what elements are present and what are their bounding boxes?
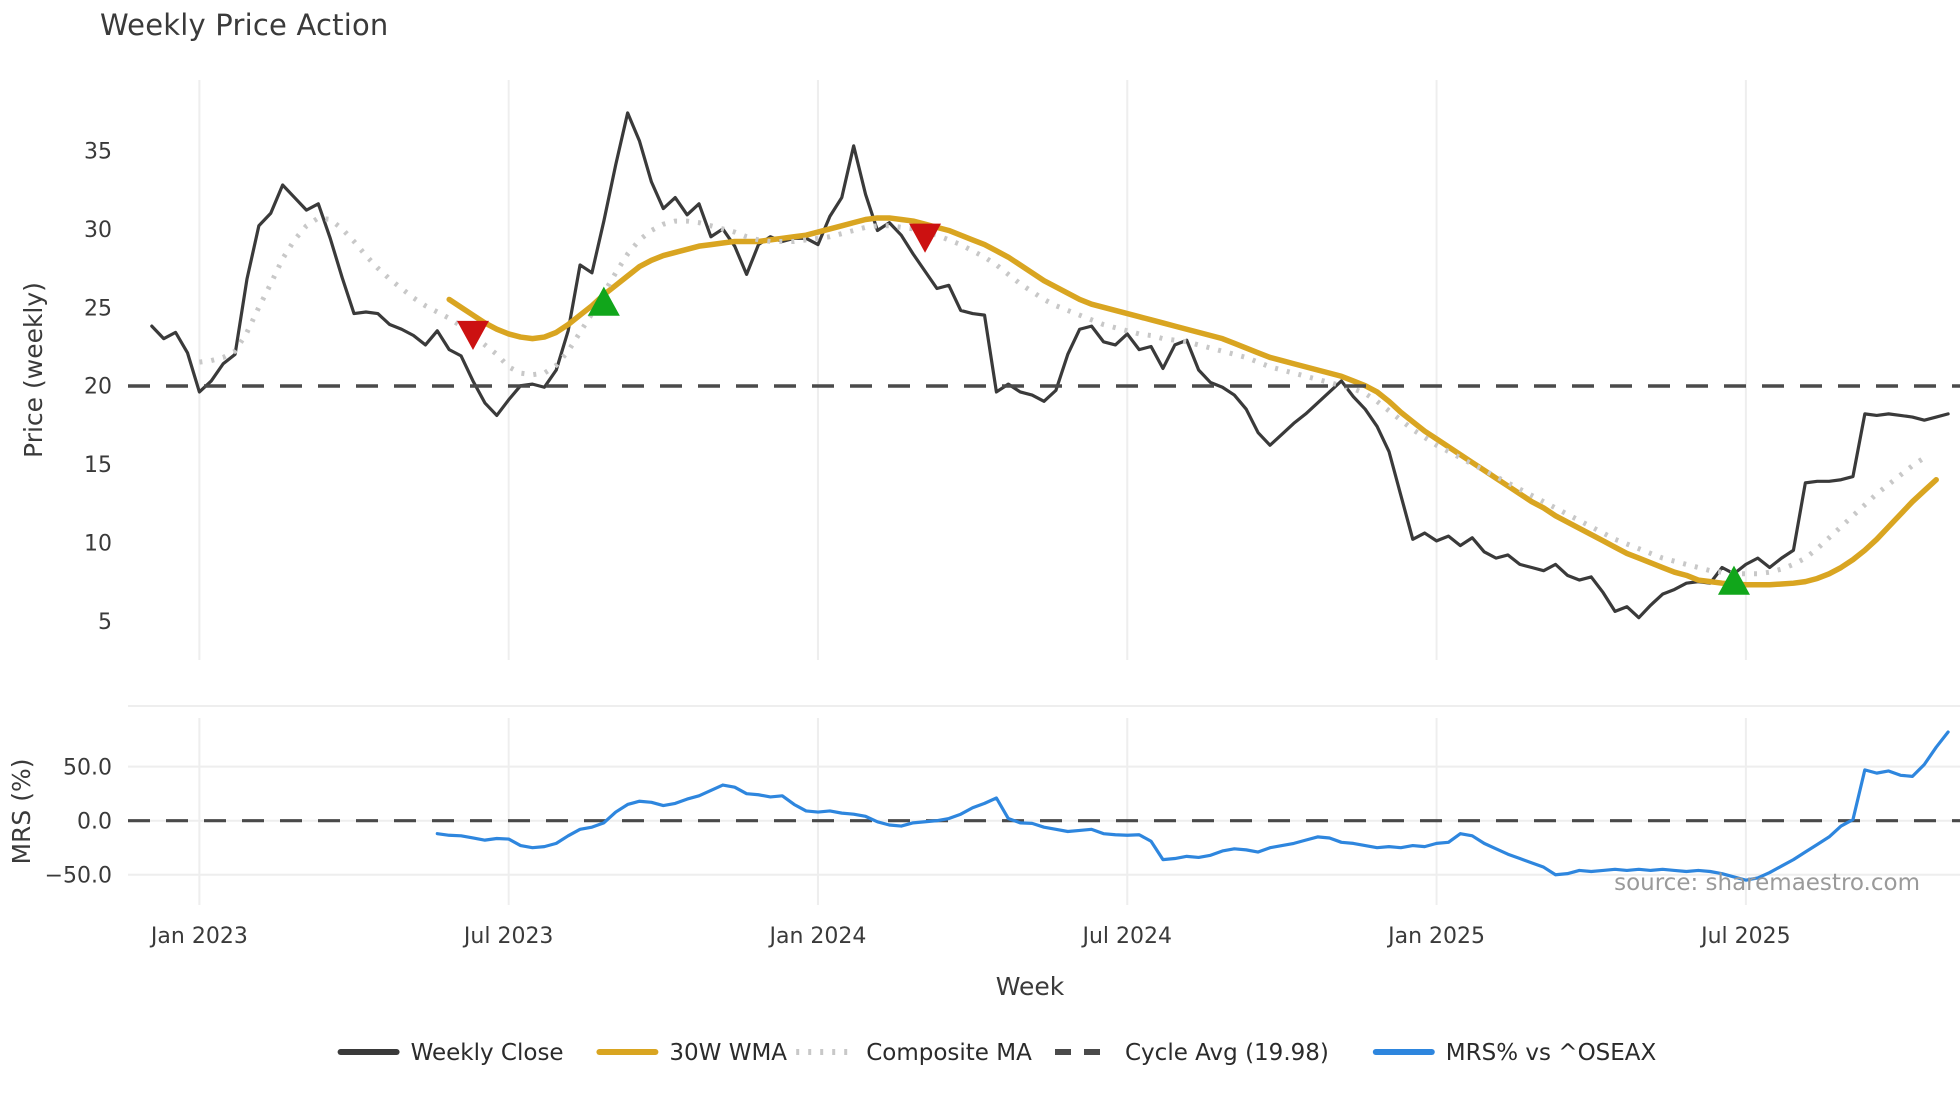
axis-layer: 35 30 25 20 15 10 5 50.0 0.0 −50.0 Jan 2023 Jul 202…	[7, 140, 1791, 1001]
x-tick-label: Jan 2025	[1386, 924, 1485, 949]
price-y-tick-label: 25	[84, 296, 112, 321]
series-line-weekly-close	[150, 111, 1950, 620]
buy-signal-marker	[587, 286, 620, 316]
mrs-y-tick-label: −50.0	[45, 864, 112, 889]
legend-label[interactable]: 30W WMA	[669, 1040, 787, 1066]
legend-label[interactable]: Weekly Close	[411, 1040, 564, 1066]
x-tick-label: Jan 2023	[149, 924, 248, 949]
price-y-tick-label: 5	[98, 610, 112, 635]
x-tick-label: Jul 2024	[1081, 924, 1173, 949]
price-y-tick-label: 20	[84, 375, 112, 400]
mrs-y-tick-label: 0.0	[77, 810, 112, 835]
sell-signal-marker	[909, 223, 942, 253]
mrs-axis-title: MRS (%)	[7, 758, 36, 864]
price-panel	[128, 111, 1960, 620]
mrs-panel	[128, 730, 1960, 882]
price-y-tick-label: 15	[84, 453, 112, 478]
source-watermark: source: sharemaestro.com	[1614, 870, 1920, 896]
legend-label[interactable]: MRS% vs ^OSEAX	[1446, 1040, 1657, 1066]
grid-layer	[128, 80, 1960, 905]
x-tick-label: Jul 2025	[1699, 924, 1791, 949]
price-y-tick-label: 35	[84, 140, 112, 165]
mrs-y-tick-label: 50.0	[63, 756, 112, 781]
chart-title: Weekly Price Action	[100, 8, 389, 42]
series-line-30w-wma	[446, 215, 1939, 588]
legend-label[interactable]: Composite MA	[866, 1040, 1032, 1066]
price-y-tick-label: 30	[84, 218, 112, 243]
chart-legend: Weekly Close 30W WMA Composite MA Cycle Avg…	[337, 1040, 1657, 1066]
series-line-composite-ma	[199, 215, 1926, 577]
sell-signal-marker	[456, 320, 489, 350]
legend-label[interactable]: Cycle Avg (19.98)	[1125, 1040, 1329, 1066]
x-tick-label: Jan 2024	[768, 924, 867, 949]
signal-markers	[456, 223, 1750, 595]
price-axis-title: Price (weekly)	[19, 282, 48, 458]
series-line-mrs	[435, 730, 1950, 882]
x-tick-label: Jul 2023	[462, 924, 554, 949]
buy-signal-marker	[1717, 565, 1750, 595]
x-axis-title: Week	[996, 972, 1065, 1001]
watermark-text: source: sharemaestro.com	[1614, 870, 1920, 896]
price-y-tick-label: 10	[84, 531, 112, 556]
